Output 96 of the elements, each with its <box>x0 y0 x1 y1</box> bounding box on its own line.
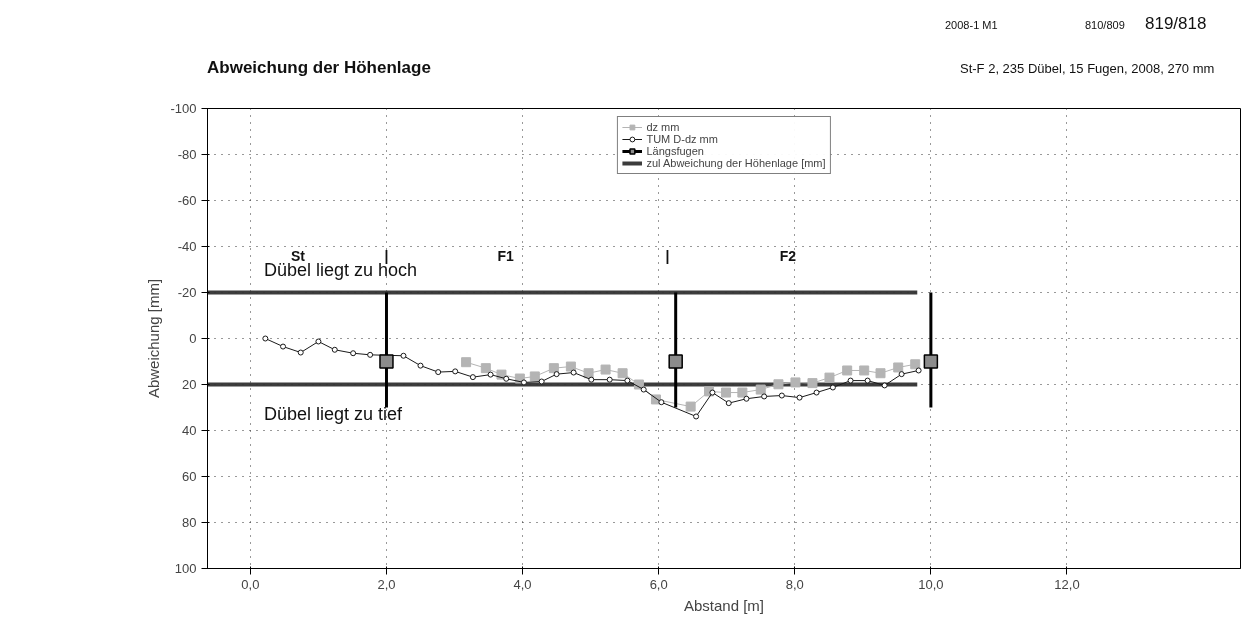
point <box>503 375 510 382</box>
point <box>875 368 886 379</box>
point <box>487 371 494 378</box>
point <box>417 362 424 369</box>
y-tick-label: -100 <box>170 101 197 116</box>
point <box>773 379 784 390</box>
point <box>529 371 540 382</box>
point <box>350 350 357 357</box>
point <box>693 413 700 420</box>
point <box>923 354 939 369</box>
point <box>881 382 888 389</box>
point <box>617 368 628 379</box>
point <box>915 367 922 374</box>
point <box>583 368 594 379</box>
point <box>807 378 818 389</box>
point <box>548 363 559 374</box>
point <box>461 357 472 368</box>
point <box>297 349 304 356</box>
x-tick-label: 12,0 <box>1054 576 1080 592</box>
point <box>842 365 853 376</box>
point <box>790 377 801 388</box>
annotation: | <box>665 247 670 264</box>
point <box>893 362 904 373</box>
x-tick-label: 6,0 <box>649 576 668 592</box>
y-tick-label: 100 <box>174 561 197 576</box>
x-tick-label: 8,0 <box>785 576 804 592</box>
y-axis-title: Abweichung [mm] <box>145 278 163 399</box>
point <box>829 384 836 391</box>
y-tick-label: 40 <box>182 423 197 438</box>
chart-title: Abweichung der Höhenlage <box>207 57 431 79</box>
point <box>721 387 732 398</box>
y-tick-label: 80 <box>182 515 197 530</box>
legend-label: TUM D-dz mm <box>646 133 718 145</box>
point <box>379 354 394 369</box>
point <box>262 335 269 342</box>
y-tick-label: -40 <box>177 239 197 254</box>
point <box>565 361 576 372</box>
annotation: F1 <box>497 247 514 264</box>
point <box>737 387 748 398</box>
point <box>755 384 766 395</box>
point <box>685 401 696 412</box>
point <box>538 378 545 385</box>
point <box>588 376 595 383</box>
text: 810/809 <box>1085 18 1125 33</box>
point <box>859 365 870 376</box>
point <box>331 346 338 353</box>
point <box>280 343 287 350</box>
y-tick-label: -20 <box>177 285 197 300</box>
annotation: | <box>384 247 389 264</box>
point <box>813 389 820 396</box>
point <box>520 379 527 386</box>
y-tick-label: -60 <box>177 193 197 208</box>
annotation: Dübel liegt zu tief <box>263 404 404 425</box>
annotation: F2 <box>779 247 797 264</box>
point <box>658 399 665 406</box>
point <box>553 371 560 378</box>
chart-subtitle: St-F 2, 235 Dübel, 15 Fugen, 2008, 270 mm <box>960 60 1215 78</box>
point <box>367 351 374 358</box>
legend-label: zul Abweichung der Höhenlage [mm] <box>646 157 826 169</box>
point <box>898 371 905 378</box>
point <box>709 389 716 396</box>
y-tick-label: 0 <box>189 331 197 346</box>
x-tick-label: 4,0 <box>513 576 532 592</box>
x-axis-title: Abstand [m] <box>683 596 765 614</box>
point <box>668 354 683 369</box>
point <box>778 392 785 399</box>
annotation: St <box>291 247 306 264</box>
point <box>640 386 647 393</box>
point <box>469 374 476 381</box>
text: 2008-1 M1 <box>945 18 998 33</box>
point <box>480 363 491 374</box>
point <box>910 359 921 370</box>
point <box>743 395 750 402</box>
x-tick-label: 2,0 <box>377 576 396 592</box>
point <box>606 376 613 383</box>
point <box>600 364 611 375</box>
legend-label: dz mm <box>646 121 680 133</box>
point <box>452 368 459 375</box>
point <box>725 400 732 407</box>
point <box>315 338 322 345</box>
point <box>847 377 854 384</box>
point <box>435 369 442 376</box>
point <box>570 369 577 376</box>
x-tick-label: 0,0 <box>241 576 260 592</box>
point <box>796 394 803 401</box>
y-tick-label: 20 <box>182 377 197 392</box>
point <box>761 393 768 400</box>
point <box>864 377 871 384</box>
text: 819/818 <box>1145 13 1207 35</box>
point <box>824 372 835 383</box>
point <box>400 352 407 359</box>
x-tick-label: 10,0 <box>918 576 944 592</box>
legend-label: Längsfugen <box>646 145 704 157</box>
y-tick-label: -80 <box>177 147 197 162</box>
y-tick-label: 60 <box>182 469 197 484</box>
point <box>624 377 631 384</box>
